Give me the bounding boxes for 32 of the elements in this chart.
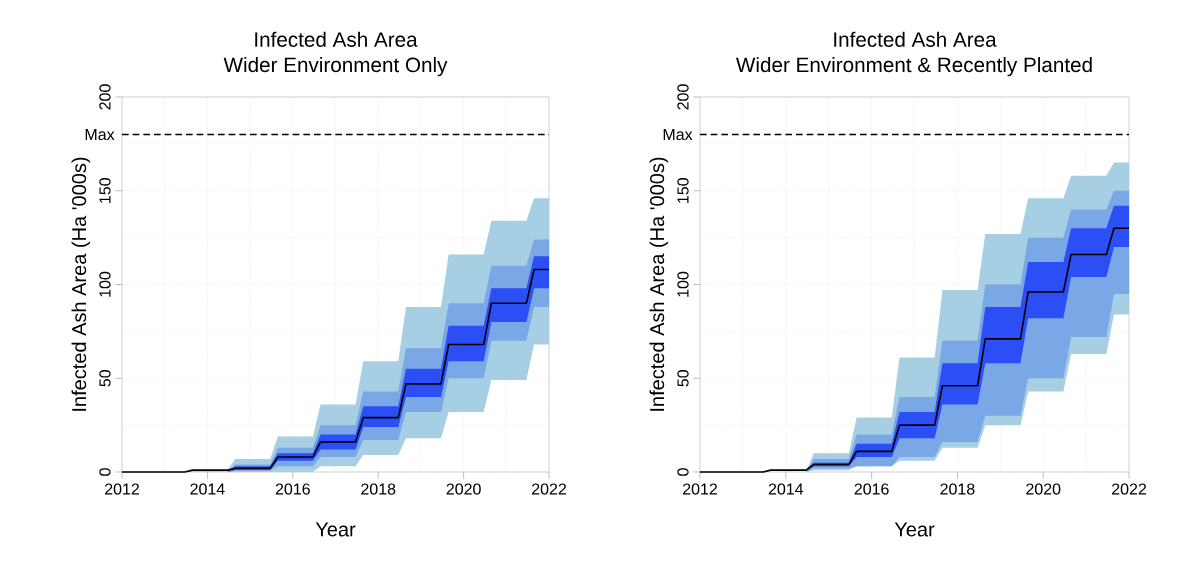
- y-tick-label: 150: [99, 178, 111, 203]
- y-tick-label: 0: [99, 468, 111, 476]
- x-tick-label: 2018: [361, 483, 396, 495]
- ref-line-label: Max: [663, 128, 693, 141]
- y-axis-title: Infected Ash Area (Ha '000s): [71, 157, 91, 411]
- chart-title: Infected Ash Area: [834, 31, 997, 47]
- x-tick-label: 2022: [1112, 483, 1146, 495]
- y-tick-label: 200: [677, 84, 689, 110]
- y-tick-label: 100: [99, 271, 111, 297]
- x-tick-label: 2018: [940, 483, 975, 495]
- x-tick-label: 2020: [1026, 483, 1061, 495]
- y-tick-label: 50: [677, 369, 689, 387]
- y-tick-label: 100: [677, 271, 689, 297]
- y-tick-label: 200: [99, 84, 111, 110]
- ref-line-label: Max: [85, 128, 115, 141]
- y-axis-title: Infected Ash Area (Ha '000s): [649, 157, 669, 411]
- x-tick-label: 2022: [532, 483, 566, 495]
- x-axis-title: Year: [894, 522, 935, 537]
- x-tick-label: 2014: [768, 483, 804, 495]
- y-tick-label: 0: [677, 468, 689, 476]
- x-tick-label: 2016: [275, 483, 310, 495]
- chart-title: Infected Ash Area: [255, 31, 418, 47]
- chart-subtitle: Wider Environment Only: [223, 57, 448, 77]
- x-tick-label: 2014: [190, 483, 225, 495]
- x-axis-title: Year: [315, 522, 356, 537]
- chart-subtitle: Wider Environment & Recently Planted: [735, 57, 1092, 77]
- y-tick-label: 150: [677, 178, 689, 203]
- y-tick-label: 50: [99, 369, 111, 387]
- x-tick-label: 2012: [105, 483, 139, 495]
- x-tick-label: 2016: [854, 483, 889, 495]
- x-tick-label: 2012: [683, 483, 717, 495]
- x-tick-label: 2020: [446, 483, 481, 495]
